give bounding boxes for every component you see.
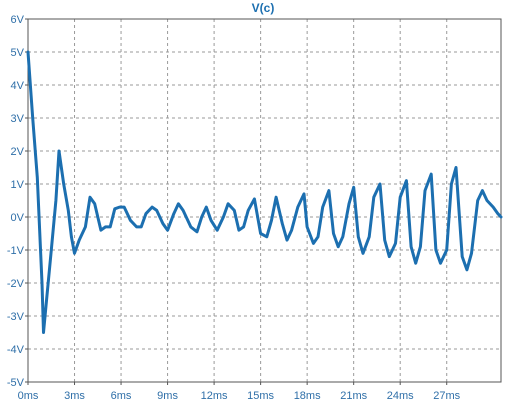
x-axis-ticks: 0ms 3ms 6ms 9ms 12ms 15ms 18ms 21ms 24ms 27ms — [18, 382, 461, 402]
y-tick-label: -5V — [7, 377, 25, 389]
x-tick-label: 12ms — [201, 390, 228, 402]
y-tick-label: 4V — [11, 80, 25, 92]
x-tick-label: 18ms — [294, 390, 321, 402]
y-tick-label: 3V — [11, 113, 25, 125]
x-tick-label: 21ms — [340, 390, 367, 402]
series-layer — [26, 50, 503, 334]
grid-lines — [28, 19, 501, 382]
y-axis-ticks: 6V 5V 4V 3V 2V 1V 0V -1V -2V -3V -4V -5V — [7, 14, 28, 389]
y-tick-label: 0V — [11, 212, 25, 224]
x-tick-label: 9ms — [157, 390, 178, 402]
plot-area-frame — [27, 18, 502, 383]
x-tick-label: 3ms — [64, 390, 85, 402]
y-tick-label: -3V — [7, 311, 25, 323]
chart-title: V(c) — [252, 1, 275, 15]
y-tick-label: 2V — [11, 146, 25, 158]
y-tick-label: 1V — [11, 179, 25, 191]
y-tick-label: -4V — [7, 344, 25, 356]
x-tick-label: 24ms — [387, 390, 414, 402]
y-tick-label: 6V — [11, 14, 25, 26]
series-line-0 — [26, 50, 503, 334]
x-tick-label: 6ms — [111, 390, 132, 402]
y-tick-label: 5V — [11, 47, 25, 59]
y-tick-label: -2V — [7, 278, 25, 290]
y-tick-label: -1V — [7, 245, 25, 257]
x-tick-label: 27ms — [433, 390, 460, 402]
x-tick-label: 0ms — [18, 390, 39, 402]
x-tick-label: 15ms — [247, 390, 274, 402]
